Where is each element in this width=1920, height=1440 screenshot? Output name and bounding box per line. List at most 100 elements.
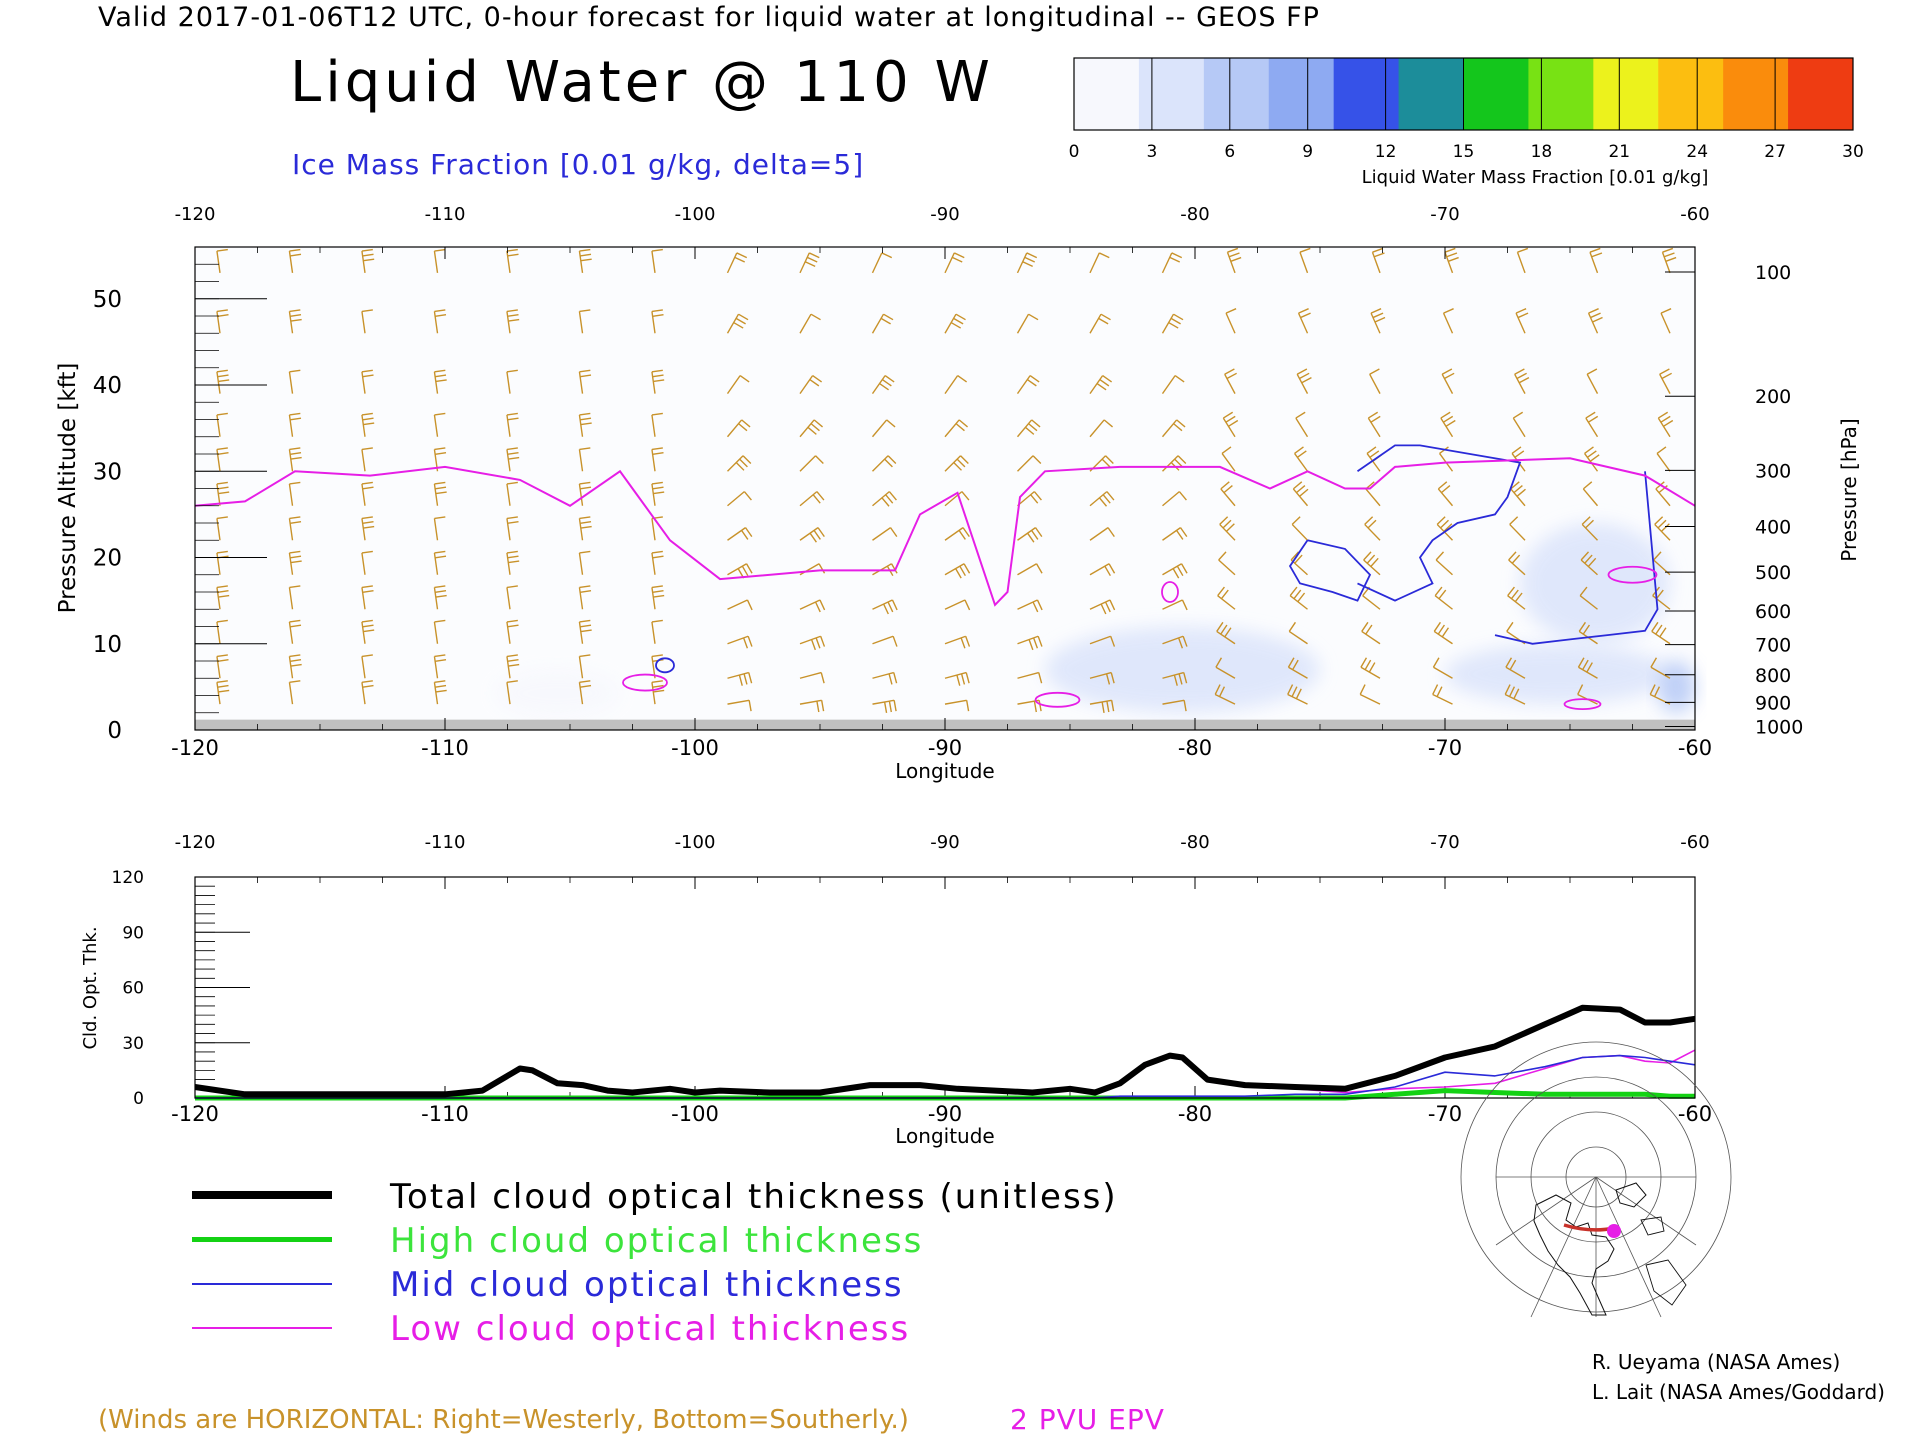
wind-barb (1440, 411, 1456, 438)
legend-label-high: High cloud optical thickness (390, 1221, 924, 1261)
wind-barb (1017, 527, 1043, 543)
colorbar-tick-label: 27 (1764, 142, 1786, 162)
wind-barb (1161, 419, 1186, 438)
epv-loop (1034, 691, 1081, 708)
wind-barb (1289, 586, 1308, 610)
wind-barb (871, 252, 893, 274)
wind-barb (1515, 308, 1529, 334)
wind-barb (1582, 481, 1599, 507)
ts-top-tick-label: -80 (1180, 832, 1209, 853)
wind-barb (1287, 657, 1308, 679)
wind-barb (872, 671, 898, 685)
wind-barb (1657, 411, 1674, 438)
liquid-water-region (1520, 523, 1670, 644)
wind-barb (216, 248, 228, 273)
ts-top-tick-label: -100 (675, 832, 716, 853)
wind-barb (1656, 446, 1671, 472)
wind-barb (727, 635, 753, 649)
cross-section-background (195, 247, 1695, 730)
wind-barb (1296, 368, 1312, 394)
wind-barb (1214, 684, 1236, 705)
ts-ylabel: Cld. Opt. Thk. (80, 926, 101, 1049)
colorbar-tick-label: 0 (1069, 142, 1080, 162)
ts-top-tick-label: -110 (425, 832, 466, 853)
wind-barb (361, 248, 375, 273)
optical-thickness-axes: -120 -110 -100 -90 -80 -70 -60 -120 -110 -100 -90 -… (112, 832, 1713, 1126)
wind-barb (871, 313, 894, 334)
wind-barb (1371, 247, 1385, 274)
wind-barb (651, 412, 663, 437)
wind-barb (506, 654, 520, 679)
colorbar-swatch (1203, 58, 1270, 130)
wind-barb (506, 481, 518, 506)
wind-barb (288, 248, 302, 273)
wind-barb (1507, 586, 1526, 610)
wind-barb (1162, 599, 1188, 611)
wind-barb (361, 481, 374, 506)
wind-barb (799, 671, 825, 684)
wind-barb (872, 599, 898, 615)
wind-barb (1016, 375, 1040, 395)
wind-barb (651, 680, 665, 705)
wind-barb (1017, 491, 1042, 507)
wind-barb (433, 412, 446, 437)
wind-barb (361, 550, 373, 575)
wind-barb (506, 516, 519, 541)
cs-pressure-tick-label: 800 (1755, 665, 1791, 687)
wind-barb (1650, 657, 1671, 679)
optical-thickness-panel: -120 -110 -100 -90 -80 -70 -60 -120 -110 -100 -90 -… (80, 832, 1712, 1148)
wind-barb (1581, 516, 1599, 541)
wind-barb (799, 635, 826, 651)
colorbar: 0 3 6 9 12 15 18 21 24 27 30 (1069, 57, 1864, 162)
wind-barb (1017, 599, 1043, 613)
ts-y-tick-label: 30 (122, 1034, 144, 1054)
colorbar-tick-label: 12 (1375, 142, 1397, 162)
wind-barb (651, 248, 663, 273)
wind-barb (1295, 411, 1309, 438)
cs-y-tick-label: 20 (93, 546, 122, 572)
wind-barb (726, 252, 748, 274)
wind-barb (651, 619, 663, 644)
wind-barb (944, 599, 971, 611)
wind-barb (288, 619, 302, 644)
wind-barb (871, 419, 896, 438)
wind-barb (872, 699, 897, 713)
wind-barb (872, 491, 897, 507)
ice-contour (1288, 539, 1372, 602)
ice-contour (655, 657, 675, 674)
wind-barb (578, 516, 592, 541)
wind-barb (1215, 657, 1236, 679)
wind-barb (506, 309, 520, 334)
wind-barb (1370, 308, 1386, 334)
colorbar-swatch (1268, 58, 1335, 130)
wind-barb (1089, 599, 1116, 615)
wind-barb (433, 481, 447, 506)
wind-barb (433, 516, 446, 541)
wind-barb (1661, 247, 1677, 274)
wind-barb (288, 654, 302, 679)
wind-barb (799, 527, 825, 543)
wind-barb (1432, 657, 1453, 679)
ts-top-tick-label: -60 (1680, 832, 1709, 853)
wind-barb (288, 447, 302, 472)
wind-barb (1291, 516, 1309, 541)
ice-contour (1494, 471, 1659, 645)
wind-barb (1017, 563, 1043, 576)
wind-barb (1444, 247, 1459, 274)
liquid-water-region (495, 669, 620, 718)
wind-barb (506, 248, 519, 273)
wind-barb (433, 248, 446, 273)
cs-y-tick-label: 40 (93, 373, 122, 399)
wind-barb (506, 447, 520, 472)
legend-label-mid: Mid cloud optical thickness (390, 1265, 904, 1305)
colorbar-tick-label: 30 (1842, 142, 1864, 162)
cs-pressure-tick-label: 400 (1755, 516, 1791, 538)
wind-barb (727, 455, 752, 472)
cs-y-tick-label: 30 (93, 459, 122, 485)
wind-barb (1290, 551, 1308, 576)
wind-barb (433, 619, 446, 644)
cs-top-tick-label: -70 (1430, 204, 1459, 225)
colorbar-tick-label: 24 (1686, 142, 1708, 162)
ice-contours (655, 444, 1659, 674)
